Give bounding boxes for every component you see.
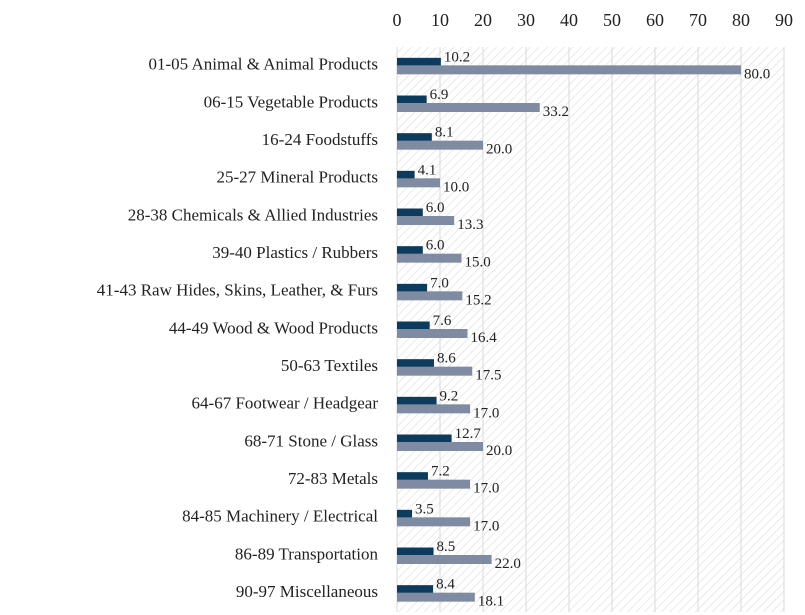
bar: [397, 321, 430, 330]
value-label: 9.2: [440, 388, 459, 404]
bar: [397, 547, 434, 556]
value-label: 22.0: [495, 556, 521, 572]
bar: [397, 103, 540, 112]
category-label: 68-71 Stone / Glass: [244, 431, 378, 450]
bar: [397, 404, 471, 414]
category-label: 72-83 Metals: [288, 469, 378, 488]
value-label: 8.1: [435, 125, 454, 141]
bar: [397, 170, 415, 179]
value-label: 8.5: [437, 539, 456, 555]
value-label: 17.0: [473, 481, 499, 497]
value-label: 7.0: [430, 275, 449, 291]
value-label: 17.0: [473, 518, 499, 534]
value-label: 4.1: [418, 162, 437, 178]
category-label: 84-85 Machinery / Electrical: [182, 507, 378, 526]
bar: [397, 178, 440, 188]
category-label: 44-49 Wood & Wood Products: [169, 318, 378, 337]
value-label: 7.6: [433, 313, 452, 329]
x-tick-label: 80: [732, 10, 750, 30]
bar: [397, 133, 432, 142]
value-label: 17.0: [473, 405, 499, 421]
value-label: 6.9: [430, 87, 449, 103]
category-label: 01-05 Animal & Animal Products: [149, 55, 379, 74]
value-label: 16.4: [471, 330, 498, 346]
x-tick-label: 60: [646, 10, 664, 30]
bar: [397, 208, 423, 217]
bar: [397, 517, 471, 527]
value-label: 33.2: [543, 104, 569, 120]
value-label: 20.0: [486, 443, 512, 459]
category-label: 50-63 Textiles: [281, 356, 378, 375]
bar: [397, 479, 471, 489]
value-label: 7.2: [431, 464, 450, 480]
value-label: 6.0: [426, 200, 445, 216]
bar: [397, 140, 483, 150]
bar: [397, 283, 428, 292]
value-label: 13.3: [457, 217, 483, 233]
category-label: 64-67 Footwear / Headgear: [192, 394, 379, 413]
category-label: 86-89 Transportation: [235, 544, 379, 563]
category-label: 41-43 Raw Hides, Skins, Leather, & Furs: [97, 281, 378, 300]
x-tick-label: 0: [393, 10, 402, 30]
bar: [397, 291, 463, 301]
value-label: 12.7: [455, 426, 482, 442]
value-label: 20.0: [486, 142, 512, 158]
bar: [397, 396, 437, 405]
x-tick-label: 40: [560, 10, 578, 30]
bar: [397, 95, 427, 104]
bar: [397, 434, 452, 443]
category-label: 90-97 Miscellaneous: [236, 582, 378, 601]
bar: [397, 359, 434, 368]
bar: [397, 555, 492, 564]
value-label: 8.4: [436, 577, 455, 593]
bar: [397, 592, 475, 602]
value-label: 3.5: [415, 501, 434, 517]
bar: [397, 442, 483, 451]
bar: [397, 585, 434, 594]
bar: [397, 329, 468, 338]
bar: [397, 472, 428, 481]
category-label: 39-40 Plastics / Rubbers: [212, 243, 378, 262]
bar: [397, 246, 423, 255]
value-label: 15.0: [465, 255, 491, 271]
bar: [397, 216, 455, 225]
bar: [397, 253, 462, 263]
bar: [397, 65, 741, 75]
value-label: 10.2: [444, 49, 470, 65]
category-label: 06-15 Vegetable Products: [204, 92, 378, 111]
value-label: 8.6: [437, 351, 456, 367]
value-label: 6.0: [426, 238, 445, 254]
x-tick-label: 50: [603, 10, 621, 30]
x-tick-label: 10: [431, 10, 449, 30]
x-tick-label: 30: [517, 10, 535, 30]
x-tick-label: 90: [775, 10, 793, 30]
value-label: 18.1: [478, 594, 504, 610]
x-tick-label: 70: [689, 10, 707, 30]
value-label: 10.0: [443, 179, 469, 195]
category-label: 28-38 Chemicals & Allied Industries: [128, 205, 378, 224]
value-label: 15.2: [465, 292, 491, 308]
bar: [397, 509, 413, 518]
category-label: 16-24 Foodstuffs: [262, 130, 378, 149]
category-label: 25-27 Mineral Products: [217, 168, 378, 187]
bar: [397, 57, 441, 66]
value-label: 80.0: [744, 66, 770, 82]
bar: [397, 366, 473, 376]
x-tick-label: 20: [474, 10, 492, 30]
value-label: 17.5: [475, 368, 501, 384]
